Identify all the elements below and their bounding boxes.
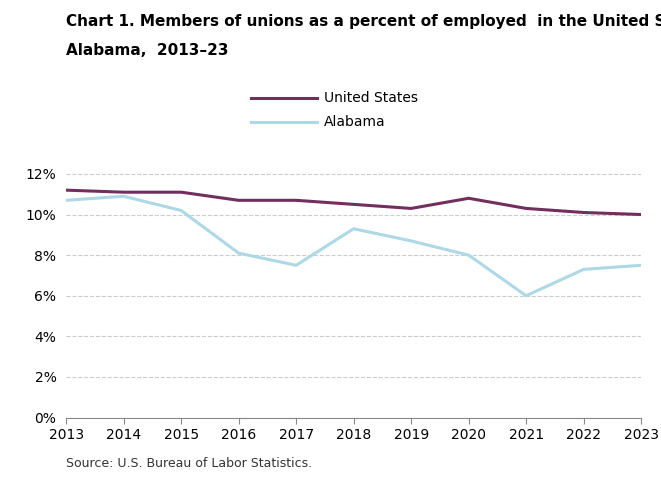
Text: Alabama: Alabama bbox=[324, 115, 385, 130]
Text: Alabama,  2013–23: Alabama, 2013–23 bbox=[66, 43, 229, 58]
Text: United States: United States bbox=[324, 91, 418, 106]
Text: Source: U.S. Bureau of Labor Statistics.: Source: U.S. Bureau of Labor Statistics. bbox=[66, 457, 312, 470]
Text: Chart 1. Members of unions as a percent of employed  in the United States and: Chart 1. Members of unions as a percent … bbox=[66, 14, 661, 29]
